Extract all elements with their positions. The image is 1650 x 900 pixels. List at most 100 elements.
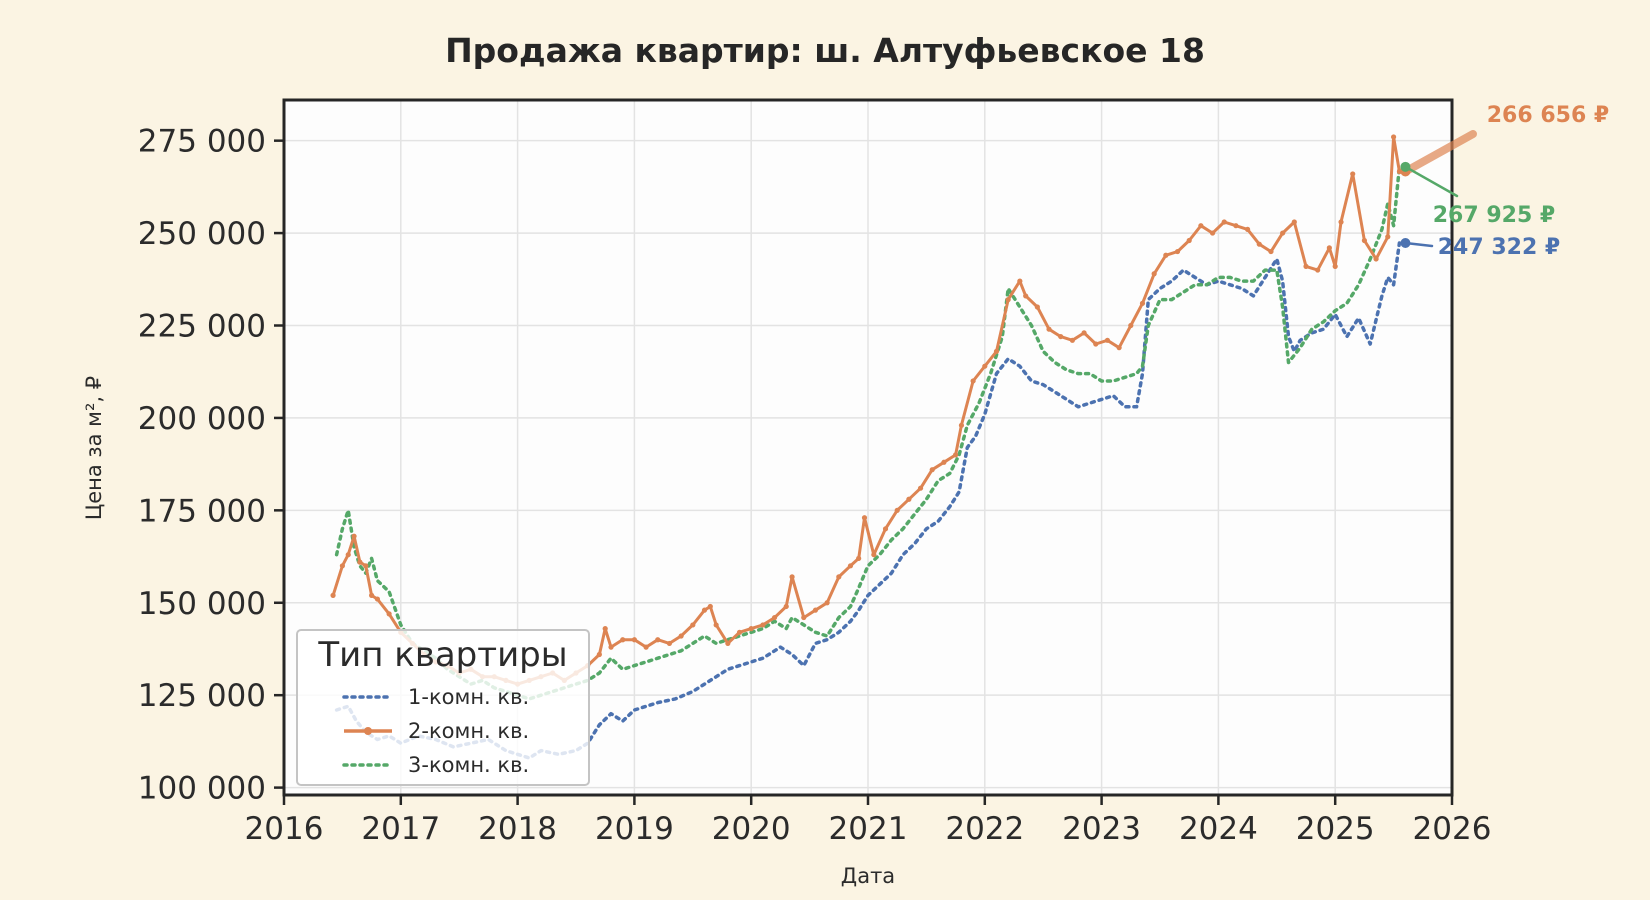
series-point-2 [666,640,673,647]
series-point-2 [801,614,807,621]
annotation-label: 266 656 ₽ [1487,103,1609,128]
series-point-2 [1058,333,1064,340]
series-point-2 [602,626,608,632]
series-point-2 [690,622,696,628]
annotation-label: 247 322 ₽ [1438,235,1560,260]
y-axis: 100 000 125 000 150 000 175 000 200 000 225 0… [138,124,284,807]
x-tick-label: 2022 [945,811,1024,847]
series-point-2 [1069,337,1075,343]
series-point-2 [847,563,854,569]
series-point-2 [655,637,661,643]
series-point-2 [701,607,708,613]
series-point-2 [608,644,614,650]
end-value-annotations: 266 656 ₽ 267 925 ₽ 247 322 ₽ [1400,103,1609,260]
annotation-label: 267 925 ₽ [1433,203,1555,228]
series-point-2 [871,552,877,558]
series-point-2 [1303,263,1309,269]
series-point-2 [882,526,889,532]
series-point-2 [1046,326,1052,332]
series-point-2 [620,637,626,643]
x-tick-label: 2026 [1413,811,1492,847]
series-point-2 [1163,252,1169,258]
series-point-2 [1017,278,1023,284]
series-point-2 [345,552,351,558]
series-line-1 [334,241,1402,760]
annotation-arrowhead [1400,237,1411,248]
x-tick-label: 2016 [245,811,324,847]
series-point-2 [824,600,830,606]
series-point-2 [374,596,381,602]
series-point-2 [958,422,965,428]
series-point-2 [330,592,336,598]
series-point-2 [856,555,862,562]
x-tick-label: 2018 [478,811,557,847]
legend: Тип квартиры 1-комн. кв. 2-комн. кв. 3-ком… [296,629,590,786]
series-point-2 [917,485,924,491]
legend-label: 1-комн. кв. [408,685,529,709]
series-point-2 [1291,219,1297,225]
series-point-2 [678,633,684,639]
series-point-2 [357,559,363,565]
x-tick-label: 2024 [1179,811,1258,847]
series-point-2 [386,611,392,617]
series-point-2 [351,533,357,539]
y-tick-label: 275 000 [138,124,266,160]
annotation-arrowhead [1400,161,1411,172]
series-point-2 [1139,300,1146,306]
y-tick-label: 100 000 [138,771,266,807]
series-point-2 [1280,230,1286,236]
x-tick-label: 2017 [361,811,440,847]
y-tick-label: 200 000 [138,401,266,437]
legend-swatch-marker [364,727,372,735]
legend-title: Тип квартиры [317,635,567,675]
legend-box [296,629,590,786]
series-point-2 [953,452,959,458]
series-point-2 [1326,245,1332,251]
series-point-2 [1081,330,1087,336]
series-point-2 [982,363,988,369]
series-point-2 [1268,248,1274,255]
series-point-2 [1256,241,1262,247]
x-tick-label: 2025 [1296,811,1375,847]
series-point-2 [1391,134,1397,140]
series-point-2 [1186,237,1192,244]
series-point-2 [369,592,375,598]
x-tick-label: 2023 [1062,811,1141,847]
x-tick-label: 2019 [595,811,674,847]
series-point-2 [1104,337,1111,343]
y-tick-label: 150 000 [138,586,266,622]
series-point-2 [1116,345,1122,351]
series-point-2 [1128,322,1134,329]
x-tick-label: 2021 [829,811,908,847]
legend-label: 2-комн. кв. [408,719,529,743]
series-point-2 [760,622,766,628]
series-point-2 [596,651,602,658]
y-tick-label: 175 000 [138,493,266,529]
chart-title: Продажа квартир: ш. Алтуфьевское 18 [445,31,1205,70]
series-point-2 [1005,297,1011,303]
y-tick-label: 225 000 [138,309,266,345]
series-point-2 [1093,341,1099,347]
series-point-2 [725,640,731,647]
series-point-2 [713,622,719,628]
series-point-2 [748,626,754,632]
annotation-arrow [1404,165,1459,198]
series-point-2 [929,467,935,473]
series-point-2 [1373,256,1379,262]
series-point-2 [1350,171,1356,177]
y-tick-label: 250 000 [138,216,266,252]
series-point-2 [736,629,743,635]
series-point-2 [1233,223,1239,229]
series-point-2 [812,607,819,613]
x-axis: 2016 2017 2018 2019 2020 2021 2022 2023 2024 2025… [245,795,1492,847]
series-point-2 [707,603,713,610]
series-point-2 [1315,267,1321,273]
series-point-2 [993,348,1000,354]
y-axis-label: Цена за м², ₽ [82,376,106,520]
x-tick-label: 2020 [712,811,791,847]
series-point-2 [363,563,369,569]
series-point-2 [1034,304,1040,310]
series-point-2 [1361,237,1367,244]
series-point-2 [894,507,900,513]
